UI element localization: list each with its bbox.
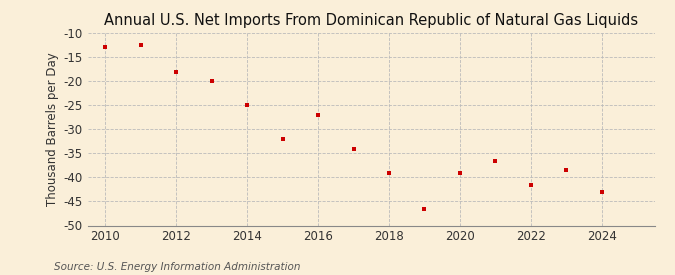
Point: [419, 207, 430, 211]
Point: [348, 146, 359, 151]
Point: [525, 182, 536, 187]
Point: [100, 45, 111, 50]
Point: [561, 168, 572, 172]
Point: [207, 79, 217, 83]
Title: Annual U.S. Net Imports From Dominican Republic of Natural Gas Liquids: Annual U.S. Net Imports From Dominican R…: [104, 13, 639, 28]
Point: [596, 190, 607, 194]
Point: [242, 103, 252, 107]
Point: [313, 113, 323, 117]
Text: Source: U.S. Energy Information Administration: Source: U.S. Energy Information Administ…: [54, 262, 300, 272]
Point: [490, 158, 501, 163]
Point: [383, 170, 394, 175]
Point: [136, 43, 146, 47]
Point: [171, 69, 182, 74]
Y-axis label: Thousand Barrels per Day: Thousand Barrels per Day: [47, 52, 59, 206]
Point: [454, 170, 465, 175]
Point: [277, 137, 288, 141]
